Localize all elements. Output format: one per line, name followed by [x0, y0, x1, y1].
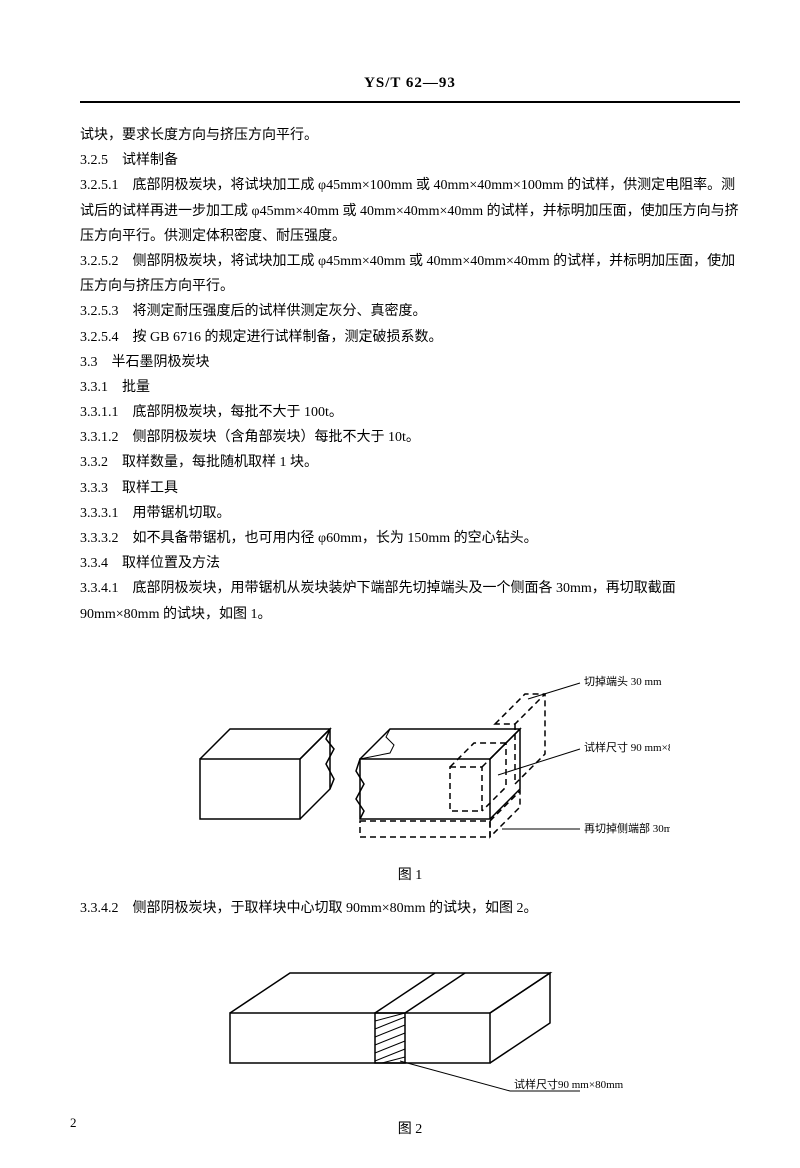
para-3-3-4-2: 3.3.4.2 侧部阴极炭块，于取样块中心切取 90mm×80mm 的试块，如图… [80, 896, 740, 921]
body-text-2: 3.3.4.2 侧部阴极炭块，于取样块中心切取 90mm×80mm 的试块，如图… [80, 896, 740, 921]
figure-1-svg: 切掉端头 30 mm 试样尺寸 90 mm×80 mm 再切掉侧端部 30mm [150, 639, 670, 859]
fig2-label-a: 试样尺寸90 mm×80mm [514, 1077, 624, 1091]
figure-1-wrap: 切掉端头 30 mm 试样尺寸 90 mm×80 mm 再切掉侧端部 30mm … [80, 639, 740, 888]
figure-2-wrap: 试样尺寸90 mm×80mm 图 2 [80, 933, 740, 1142]
para-3-3-3-1: 3.3.3.1 用带锯机切取。 [80, 501, 740, 526]
figure-2-caption: 图 2 [80, 1117, 740, 1142]
para-3-2-5-1: 3.2.5.1 底部阴极炭块，将试块加工成 φ45mm×100mm 或 40mm… [80, 173, 740, 249]
header-rule [80, 101, 740, 103]
page-number: 2 [70, 1111, 77, 1134]
document-standard-code: YS/T 62—93 [80, 70, 740, 97]
para-3-2-5-2: 3.2.5.2 侧部阴极炭块，将试块加工成 φ45mm×40mm 或 40mm×… [80, 249, 740, 299]
para-3-2-5-4: 3.2.5.4 按 GB 6716 的规定进行试样制备，测定破损系数。 [80, 325, 740, 350]
fig1-label-b: 试样尺寸 90 mm×80 mm [584, 740, 670, 754]
fig1-label-a: 切掉端头 30 mm [584, 674, 662, 688]
para-3-3: 3.3 半石墨阴极炭块 [80, 350, 740, 375]
figure-2-svg: 试样尺寸90 mm×80mm [150, 933, 670, 1113]
figure-1-caption: 图 1 [80, 863, 740, 888]
para-3-3-4-1: 3.3.4.1 底部阴极炭块，用带锯机从炭块装炉下端部先切掉端头及一个侧面各 3… [80, 576, 740, 626]
para-3-2-5-3: 3.2.5.3 将测定耐压强度后的试样供测定灰分、真密度。 [80, 299, 740, 324]
fig1-label-c: 再切掉侧端部 30mm [584, 821, 670, 835]
para-3-2-5: 3.2.5 试样制备 [80, 148, 740, 173]
para-3-3-2: 3.3.2 取样数量，每批随机取样 1 块。 [80, 450, 740, 475]
para-3-3-4: 3.3.4 取样位置及方法 [80, 551, 740, 576]
para-3-3-1: 3.3.1 批量 [80, 375, 740, 400]
para-3-3-1-2: 3.3.1.2 侧部阴极炭块（含角部炭块）每批不大于 10t。 [80, 425, 740, 450]
para-3-3-3-2: 3.3.3.2 如不具备带锯机，也可用内径 φ60mm，长为 150mm 的空心… [80, 526, 740, 551]
page: YS/T 62—93 试块，要求长度方向与挤压方向平行。 3.2.5 试样制备 … [0, 0, 800, 1168]
body-text: 试块，要求长度方向与挤压方向平行。 3.2.5 试样制备 3.2.5.1 底部阴… [80, 123, 740, 627]
para-3-3-1-1: 3.3.1.1 底部阴极炭块，每批不大于 100t。 [80, 400, 740, 425]
para-3-2-4-cont: 试块，要求长度方向与挤压方向平行。 [80, 123, 740, 148]
para-3-3-3: 3.3.3 取样工具 [80, 476, 740, 501]
